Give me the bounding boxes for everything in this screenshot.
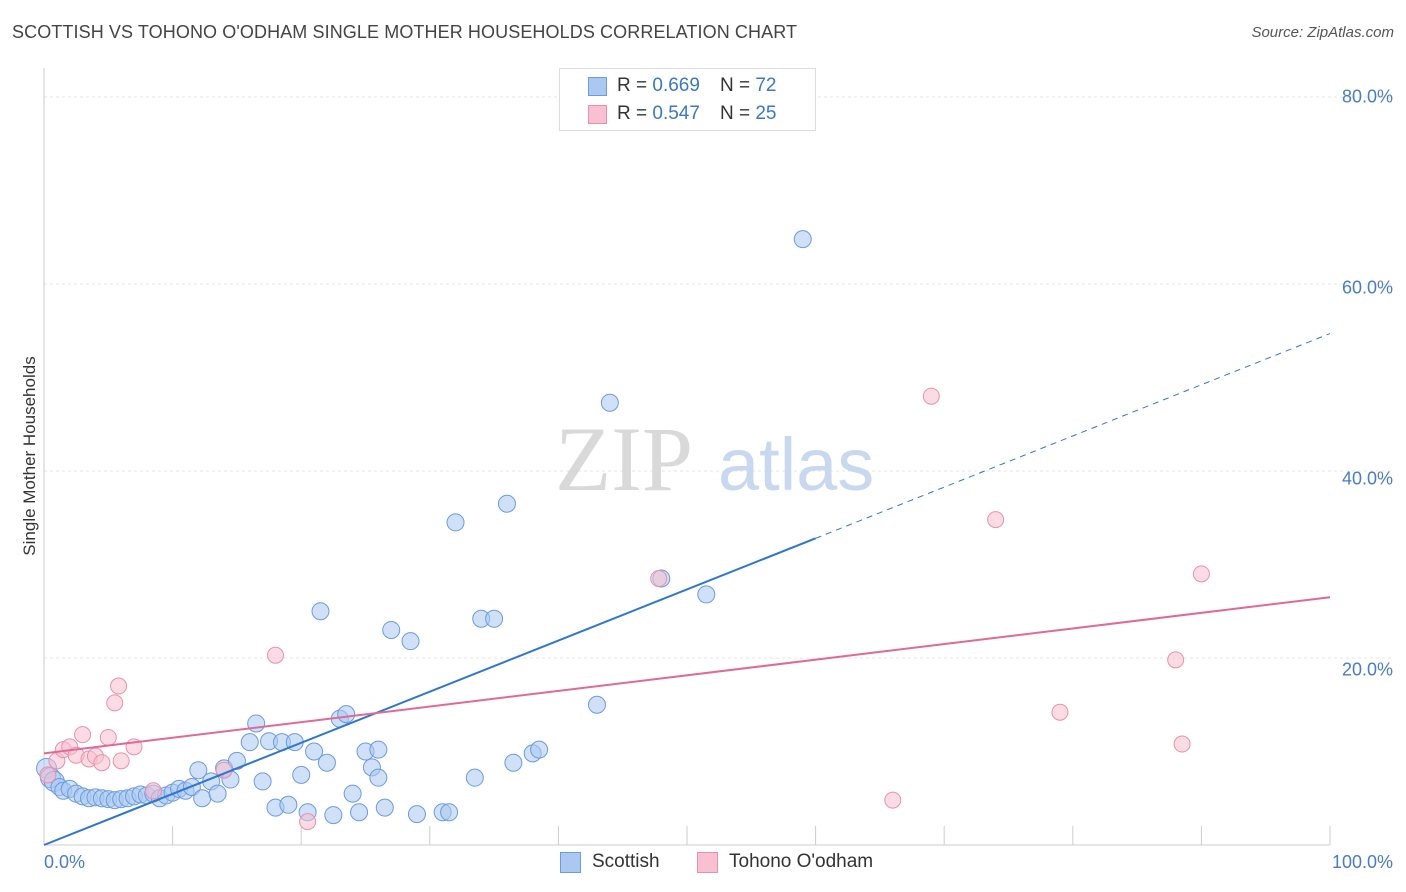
- watermark: ZIP atlas: [555, 408, 874, 510]
- bottom-legend-tohono: Tohono O'odham: [697, 851, 873, 873]
- tohono-point: [987, 511, 1005, 529]
- scottish-point: [324, 806, 343, 825]
- grid-lines: [44, 96, 1392, 659]
- y-tick-label: 20.0%: [1341, 659, 1393, 680]
- source-label: Source: ZipAtlas.com: [1251, 24, 1394, 41]
- tohono-point: [74, 726, 92, 744]
- legend-r-value: 0.547: [652, 103, 700, 124]
- scottish-point: [465, 768, 484, 787]
- scottish-point: [253, 772, 272, 791]
- series-scottish-points: [36, 230, 812, 825]
- scottish-point: [279, 795, 298, 814]
- bottom-legend-swatch-scottish: [560, 851, 581, 873]
- scottish-point: [317, 753, 336, 772]
- scottish-point: [600, 393, 619, 412]
- legend-row-scottish: R = 0.669 N = 72: [588, 73, 776, 99]
- bottom-legend-label: Scottish: [592, 851, 660, 872]
- scottish-point: [193, 789, 212, 808]
- tohono-point: [110, 677, 128, 695]
- chart-title: SCOTTISH VS TOHONO O'ODHAM SINGLE MOTHER…: [12, 22, 798, 42]
- tohono-trend-line: [43, 596, 1331, 755]
- scottish-point: [485, 609, 504, 628]
- x-tick-label: 0.0%: [44, 852, 86, 872]
- scottish-point: [247, 714, 266, 733]
- tohono-point: [1051, 703, 1069, 721]
- series-tohono-points: [39, 387, 1210, 831]
- scottish-point: [587, 695, 606, 714]
- scottish-point: [440, 803, 459, 822]
- legend-r-label: R =: [617, 75, 648, 96]
- y-tick-label: 60.0%: [1341, 277, 1393, 298]
- tohono-point: [266, 646, 284, 664]
- scottish-point: [697, 585, 716, 604]
- scottish-point: [350, 803, 369, 822]
- scottish-point: [311, 602, 330, 621]
- tohono-point: [1192, 565, 1210, 583]
- y-axis-label: Single Mother Households: [20, 356, 39, 556]
- scottish-trend-line: [43, 537, 816, 846]
- legend-n-label: N =: [719, 103, 751, 124]
- y-tick-label: 80.0%: [1341, 86, 1393, 107]
- tohono-point: [299, 813, 317, 831]
- scottish-point: [407, 805, 426, 824]
- scottish-point: [793, 230, 812, 249]
- legend-r-label: R =: [617, 103, 648, 124]
- tohono-point: [93, 754, 111, 772]
- legend-r-value: 0.669: [652, 75, 700, 96]
- tohono-point: [1167, 651, 1185, 669]
- scottish-point: [446, 513, 465, 532]
- scottish-point: [240, 733, 259, 752]
- y-tick-label: 40.0%: [1341, 468, 1393, 489]
- scottish-point: [530, 740, 549, 759]
- tohono-point: [112, 752, 130, 770]
- legend-n-value: 25: [755, 103, 777, 124]
- scottish-point: [401, 632, 420, 651]
- scottish-point: [292, 765, 311, 784]
- scottish-trend-extension: [815, 333, 1331, 539]
- scottish-point: [375, 798, 394, 817]
- scottish-point: [369, 740, 388, 759]
- bottom-legend-swatch-tohono: [697, 851, 718, 873]
- bottom-legend-label: Tohono O'odham: [729, 851, 874, 872]
- tohono-point: [1173, 735, 1191, 753]
- axes: [43, 68, 1331, 846]
- correlation-legend: R = 0.669 N = 72 R = 0.547 N = 25: [559, 68, 816, 131]
- scottish-point: [369, 768, 388, 787]
- scottish-point: [343, 784, 362, 803]
- watermark-atlas: atlas: [718, 423, 874, 506]
- scottish-point: [504, 753, 523, 772]
- bottom-legend-scottish: Scottish: [560, 851, 660, 873]
- tohono-point: [922, 387, 940, 405]
- scottish-point: [382, 620, 401, 639]
- scottish-point: [305, 742, 324, 761]
- tohono-point: [39, 766, 57, 784]
- legend-n-label: N =: [719, 75, 751, 96]
- x-tick-label: 100.0%: [1331, 852, 1393, 872]
- tohono-point: [144, 782, 162, 800]
- scottish-point: [337, 705, 356, 724]
- tohono-point: [884, 791, 902, 809]
- tohono-point: [650, 570, 668, 588]
- legend-n-value: 72: [755, 75, 777, 96]
- trend-lines: [43, 333, 1331, 846]
- scottish-point: [497, 494, 516, 513]
- tohono-point: [106, 694, 124, 712]
- scottish-point: [208, 784, 227, 803]
- legend-swatch-scottish: [588, 76, 607, 96]
- legend-swatch-tohono: [588, 104, 607, 124]
- watermark-zip: ZIP: [555, 408, 693, 510]
- tohono-point: [99, 728, 117, 746]
- scottish-point: [189, 761, 208, 780]
- legend-row-tohono: R = 0.547 N = 25: [588, 101, 776, 127]
